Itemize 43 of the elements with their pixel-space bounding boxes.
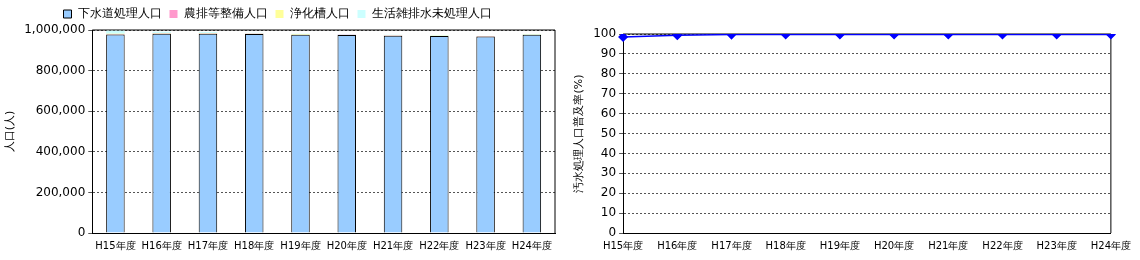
x-tick-label: H18年度 (765, 239, 806, 251)
x-tick-label: H23年度 (465, 239, 506, 251)
y-tick-label: 70 (600, 85, 617, 100)
x-tick-label: H16年度 (657, 239, 698, 251)
x-tick-label: H21年度 (928, 239, 969, 251)
y-tick-label: 400,000 (35, 143, 86, 158)
y-tick-label: 20 (600, 185, 617, 200)
y-tick-label: 800,000 (35, 62, 86, 77)
x-tick-label: H24年度 (511, 239, 552, 251)
y-tick-label: 10 (600, 205, 617, 220)
legend-label: 下水道処理人口 (77, 6, 162, 21)
x-tick-label: H23年度 (1036, 239, 1077, 251)
x-tick-label: H15年度 (602, 239, 644, 251)
y-tick-label: 0 (77, 225, 86, 240)
y-tick-label: 100 (593, 26, 617, 41)
y-tick-label: 60 (600, 105, 617, 120)
x-tick-label: H16年度 (141, 239, 182, 251)
y-tick-label: 90 (600, 46, 617, 61)
legend-label: 浄化槽人口 (289, 6, 350, 21)
x-tick-label: H18年度 (234, 239, 275, 251)
y-tick-label: 1,000,000 (24, 22, 86, 37)
y-tick-label: 30 (600, 165, 617, 180)
x-tick-label: H17年度 (711, 239, 752, 251)
y-tick-label: 0 (608, 225, 617, 240)
x-tick-label: H24年度 (1090, 239, 1131, 251)
y-tick-label: 80 (600, 65, 617, 80)
y-tick-label: 40 (600, 145, 617, 160)
y-axis-title: 人口(人) (3, 110, 17, 153)
y-tick-label: 50 (600, 125, 617, 140)
y-axis-title: 汚水処理人口普及率(%) (572, 74, 586, 193)
x-tick-label: H19年度 (280, 239, 321, 251)
x-tick-label: H17年度 (187, 239, 229, 251)
x-tick-label: H15年度 (95, 239, 136, 251)
x-tick-label: H21年度 (372, 239, 414, 251)
x-tick-label: H19年度 (819, 239, 861, 251)
x-tick-label: H20年度 (873, 239, 915, 251)
legend-label: 農排等整備人口 (183, 6, 268, 21)
legend-label: 生活雑排水未処理人口 (371, 6, 492, 21)
x-tick-label: H22年度 (419, 239, 460, 251)
x-tick-label: H20年度 (326, 239, 367, 251)
y-tick-label: 200,000 (35, 184, 86, 199)
y-tick-label: 600,000 (35, 103, 86, 118)
x-tick-label: H22年度 (982, 239, 1023, 251)
